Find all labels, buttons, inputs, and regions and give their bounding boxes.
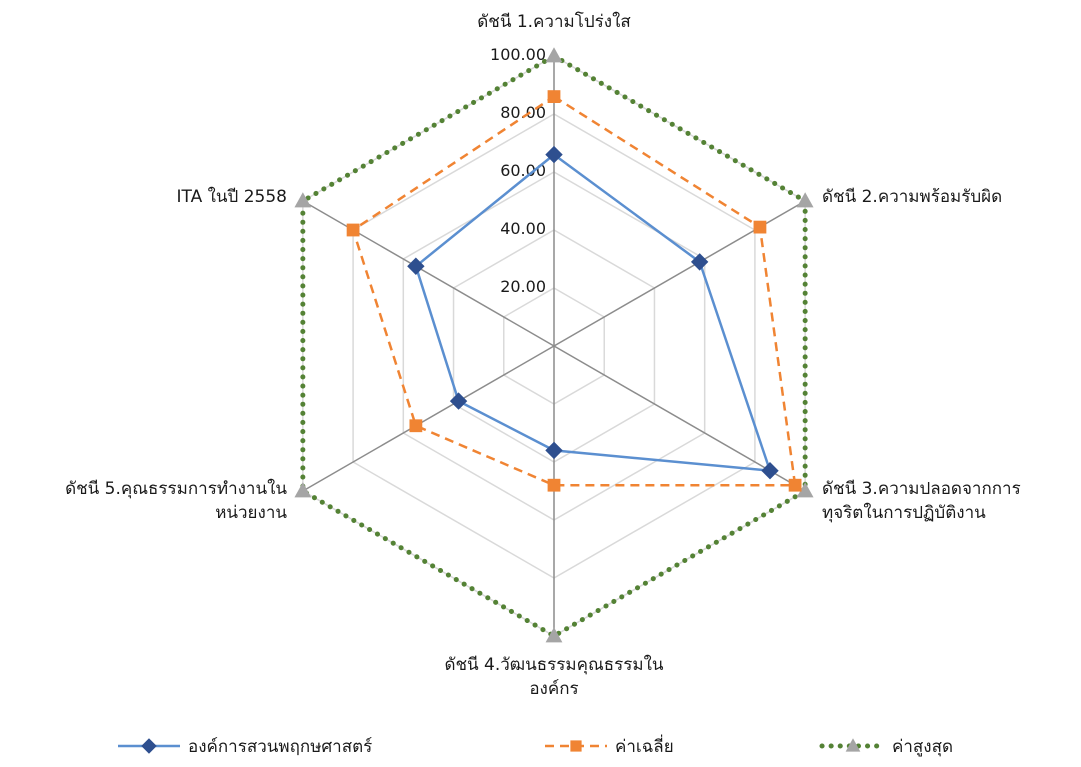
triangle-marker [294,482,312,498]
square-marker [753,220,767,234]
square-marker [570,740,582,752]
series-0 [407,145,779,480]
diamond-marker [545,145,563,164]
legend-item: ค่าเฉลี่ย [545,734,674,757]
series-1 [346,90,802,492]
triangle-marker [545,627,563,643]
legend-label: ค่าเฉลี่ย [615,734,674,757]
radar-series-layer [294,47,814,643]
square-marker [788,478,802,492]
legend: องค์การสวนพฤกษศาสตร์ ค่าเฉลี่ย ค่าสูงสุด [118,734,953,757]
radar-spokes [302,56,806,636]
legend-item: ค่าสูงสุด [819,737,953,757]
diamond-marker [449,392,468,410]
square-marker [547,478,561,492]
square-marker [409,419,423,433]
spoke [302,200,555,347]
tick-label: 80.00 [500,103,546,122]
triangle-marker [545,47,563,63]
diamond-marker [761,461,779,480]
square-marker [547,90,561,103]
tick-label: 100.00 [490,45,546,64]
tick-label: 40.00 [500,219,546,238]
axis-label: ดัชนี 2.ความพร้อมรับผิด [822,187,1002,207]
diamond-marker [407,257,425,275]
series-2 [294,47,814,643]
legend-item: องค์การสวนพฤกษศาสตร์ [118,737,372,757]
square-marker [346,223,360,237]
series-line [414,153,772,473]
tick-label: 20.00 [500,277,546,296]
triangle-marker [845,738,861,752]
axis-label: ดัชนี 1.ความโปร่งใส [477,11,631,32]
spoke [553,345,806,492]
tick-label: 60.00 [500,161,546,180]
axis-label: ดัชนี 4.วัฒนธรรมคุณธรรมในองค์กร [444,654,663,699]
radar-tick-labels: 20.00 40.00 60.00 80.00 100.00 [490,45,546,296]
legend-label: องค์การสวนพฤกษศาสตร์ [188,737,372,757]
triangle-marker [294,192,312,208]
spoke [302,345,555,492]
diamond-marker [141,738,157,754]
diamond-marker [690,253,709,271]
legend-label: ค่าสูงสุด [892,737,953,757]
diamond-marker [545,441,563,460]
triangle-marker [796,482,814,498]
triangle-marker [796,192,814,208]
axis-label: ดัชนี 5.คุณธรรมการทำงานในหน่วยงาน [65,478,287,523]
axis-label: ดัชนี 3.ความปลอดจากการทุจริตในการปฏิบัติ… [822,479,1021,523]
axis-label: ITA ในปี 2558 [177,186,288,207]
